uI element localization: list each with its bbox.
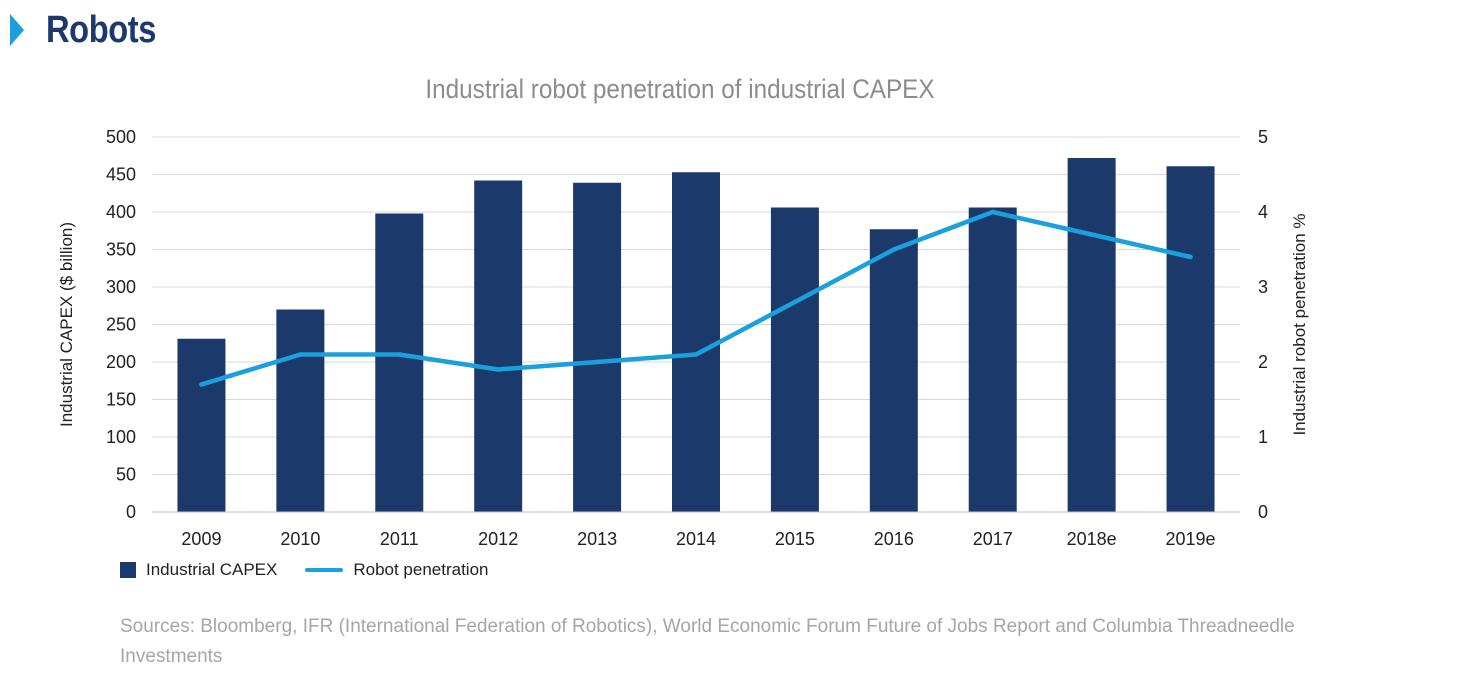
y-left-axis-title: Industrial CAPEX ($ billion) bbox=[57, 222, 76, 427]
x-tick-label: 2016 bbox=[874, 529, 914, 549]
x-tick-label: 2017 bbox=[973, 529, 1013, 549]
line-point bbox=[298, 352, 303, 357]
y-left-tick-label: 500 bbox=[106, 127, 136, 147]
chevron-right-icon bbox=[10, 14, 24, 46]
y-left-tick-label: 300 bbox=[106, 277, 136, 297]
bar bbox=[1166, 166, 1215, 512]
page-header: Robots bbox=[10, 8, 174, 52]
y-left-tick-label: 400 bbox=[106, 202, 136, 222]
legend-item-penetration: Robot penetration bbox=[305, 560, 489, 580]
x-tick-label: 2015 bbox=[775, 529, 815, 549]
y-left-tick-label: 100 bbox=[106, 427, 136, 447]
x-tick-label: 2014 bbox=[676, 529, 716, 549]
bar bbox=[672, 172, 720, 512]
legend: Industrial CAPEX Robot penetration bbox=[120, 560, 517, 580]
line-point bbox=[199, 382, 204, 387]
bar bbox=[177, 338, 226, 512]
y-left-tick-label: 200 bbox=[106, 352, 136, 372]
bar bbox=[474, 180, 523, 512]
line-point bbox=[495, 367, 501, 372]
bar bbox=[968, 207, 1017, 512]
y-left-tick-label: 150 bbox=[106, 390, 136, 410]
y-right-tick-label: 0 bbox=[1258, 502, 1268, 522]
line-point bbox=[792, 299, 798, 305]
line-point bbox=[891, 247, 897, 252]
bar bbox=[276, 309, 325, 512]
line-point bbox=[1188, 254, 1193, 260]
x-tick-label: 2013 bbox=[577, 529, 617, 549]
bar bbox=[770, 207, 819, 512]
bar bbox=[375, 213, 424, 512]
legend-label-capex: Industrial CAPEX bbox=[146, 560, 278, 579]
legend-swatch-line bbox=[305, 568, 344, 572]
y-right-tick-label: 4 bbox=[1258, 202, 1268, 222]
bar bbox=[869, 229, 918, 512]
source-note: Sources: Bloomberg, IFR (International F… bbox=[120, 616, 1295, 667]
y-left-tick-label: 350 bbox=[106, 240, 136, 260]
legend-label-penetration: Robot penetration bbox=[353, 560, 489, 579]
y-right-tick-label: 1 bbox=[1258, 427, 1268, 447]
bars bbox=[177, 158, 1215, 512]
line-point bbox=[990, 209, 995, 215]
x-tick-label: 2019e bbox=[1166, 529, 1216, 549]
chart-title: Industrial robot penetration of industri… bbox=[425, 74, 935, 104]
line-point bbox=[693, 352, 699, 357]
line-point bbox=[594, 359, 600, 365]
legend-item-capex: Industrial CAPEX bbox=[120, 560, 277, 580]
line-point bbox=[1089, 232, 1094, 237]
y-left-tick-label: 50 bbox=[116, 465, 136, 485]
line-point bbox=[397, 352, 402, 357]
axes: 0 50 100 150 200 250 300 350 400 450 500 0 1 2 3 4 5 2009… bbox=[57, 127, 1309, 549]
y-right-tick-label: 3 bbox=[1258, 277, 1268, 297]
y-right-axis-title: Industrial robot penetration % bbox=[1290, 213, 1309, 435]
y-left-tick-label: 0 bbox=[126, 502, 136, 522]
penetration-line bbox=[199, 209, 1193, 387]
bar bbox=[1067, 158, 1116, 512]
x-tick-label: 2011 bbox=[380, 529, 419, 549]
y-left-tick-label: 450 bbox=[106, 165, 136, 185]
x-tick-label: 2018e bbox=[1067, 529, 1117, 549]
x-tick-label: 2012 bbox=[478, 529, 518, 549]
page-title: Robots bbox=[46, 8, 156, 51]
bar bbox=[573, 182, 622, 512]
x-tick-label: 2010 bbox=[280, 529, 320, 549]
legend-swatch-bar bbox=[120, 562, 136, 578]
y-left-tick-label: 250 bbox=[106, 315, 136, 335]
x-tick-label: 2009 bbox=[181, 529, 221, 549]
y-right-tick-label: 2 bbox=[1258, 352, 1268, 372]
y-right-tick-label: 5 bbox=[1258, 127, 1268, 147]
